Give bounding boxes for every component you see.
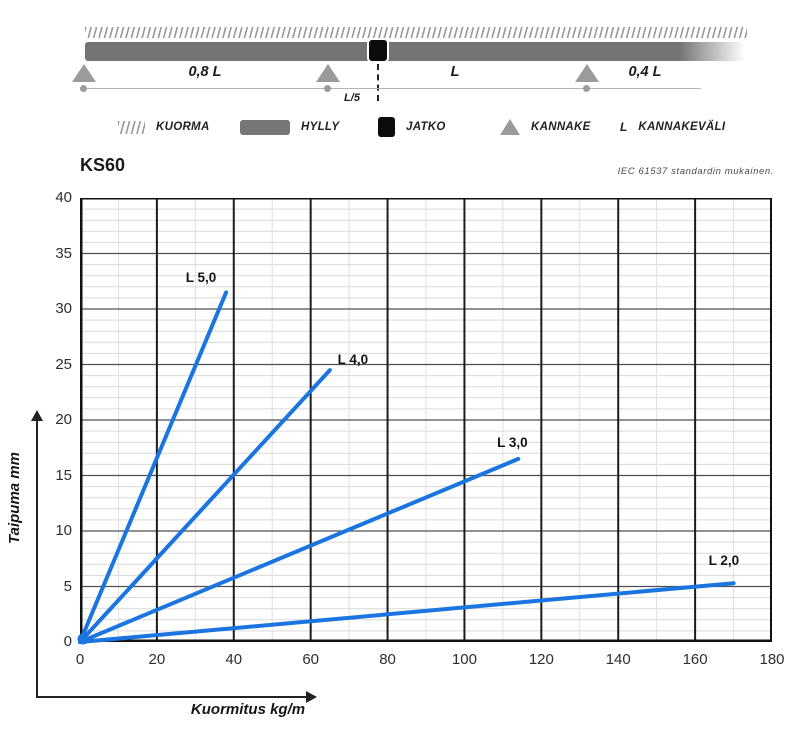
series-label: L 4,0 [337,351,369,367]
support-triangle-right [575,64,599,82]
y-tick-label: 20 [55,411,72,428]
y-tick-label: 30 [55,300,72,317]
x-axis-arrow-line [36,696,308,698]
x-tick-label: 40 [225,651,243,668]
x-tick-label: 80 [379,651,396,668]
dimension-dot-middle [324,85,331,92]
x-tick-label: 100 [451,651,477,668]
x-tick-label: 180 [759,651,785,668]
joint-dashed-line [377,64,379,101]
shelf-icon [240,119,290,135]
joint-square [367,38,389,63]
legend-item-hylly: HYLLY [240,117,339,137]
legend-label: KANNAKE [531,121,591,133]
x-tick-label: 160 [682,651,708,668]
x-tick-label: 140 [605,651,631,668]
y-tick-label: 35 [55,244,72,262]
support-triangle-middle [316,64,340,82]
dimension-dot-left [80,85,87,92]
support-triangle-icon [500,119,520,135]
x-tick-label: 120 [528,651,554,668]
x-tick-label: 20 [148,651,166,668]
standard-note: IEC 61537 standardin mukainen. [617,166,774,177]
y-tick-label: 5 [63,577,72,595]
series-label: L 2,0 [708,552,740,568]
y-axis-arrow-line [36,421,38,698]
legend-item-jatko: JATKO [378,117,446,137]
joint-offset-label: L/5 [344,92,360,104]
support-triangle-left [72,64,96,82]
series-label: L 5,0 [185,269,217,285]
legend-item-kannakevali: L KANNAKEVÄLI [620,117,725,137]
y-axis-title: Taipuma mm [6,452,23,544]
legend-item-kannake: KANNAKE [500,117,591,137]
dimension-dot-right [583,85,590,92]
span-label-1: 0,8 L [188,64,222,80]
shelf-bar [85,42,745,61]
span-label-2: L [450,64,460,80]
chart-title: KS60 [80,155,126,175]
x-tick-label: 60 [302,651,319,668]
legend-label: JATKO [406,121,446,133]
legend-label: KANNAKEVÄLI [638,121,726,133]
legend-item-kuorma: KUORMA [118,117,210,137]
load-hatch-strip [85,27,747,38]
legend-label: HYLLY [301,121,340,133]
deflection-chart [77,198,772,645]
x-axis-arrow-head-icon [306,691,317,703]
plot-area: L 5,0 L 4,0 L 3,0 L 2,0 [77,198,772,645]
y-tick-label: 0 [63,633,72,650]
y-tick-label: 15 [55,466,72,484]
y-axis-arrow-head-icon [31,410,43,421]
joint-icon [378,117,395,137]
x-tick-label: 0 [75,651,85,668]
y-tick-label: 10 [55,522,72,539]
y-tick-label: 40 [55,189,72,206]
load-hatch-icon [118,120,145,134]
span-label-3: 0,4 L [628,64,662,80]
series-label: L 3,0 [497,434,528,450]
y-tick-label: 25 [55,355,72,373]
legend-label: KUORMA [156,121,210,133]
dimension-baseline [84,88,701,89]
x-axis-title: Kuormitus kg/m [190,701,306,718]
length-symbol: L [620,120,628,134]
